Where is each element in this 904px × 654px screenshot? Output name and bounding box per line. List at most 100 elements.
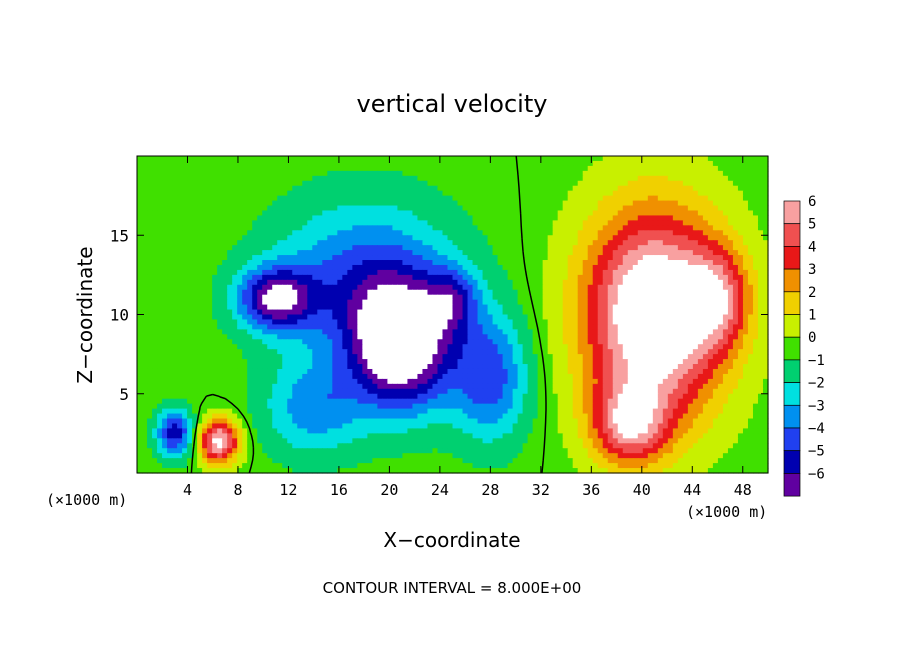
field-cell bbox=[577, 240, 584, 246]
field-cell bbox=[717, 309, 724, 316]
field-cell bbox=[502, 319, 509, 325]
field-cell bbox=[202, 289, 208, 296]
field-cell bbox=[252, 264, 258, 271]
field-cell bbox=[552, 284, 559, 291]
field-cell bbox=[697, 264, 704, 271]
field-cell bbox=[227, 339, 233, 345]
field-cell bbox=[702, 215, 709, 221]
field-cell bbox=[687, 269, 694, 276]
field-cell bbox=[672, 319, 679, 325]
field-cell bbox=[572, 339, 579, 345]
field-cell bbox=[142, 309, 148, 316]
field-cell bbox=[652, 329, 659, 335]
field-cell bbox=[622, 284, 629, 291]
field-cell bbox=[607, 339, 614, 345]
field-cell bbox=[457, 160, 464, 167]
field-cell bbox=[162, 324, 168, 330]
field-cell bbox=[267, 284, 273, 291]
field-cell bbox=[207, 220, 213, 226]
field-cell bbox=[457, 180, 464, 187]
field-cell bbox=[657, 210, 664, 217]
field-cell bbox=[162, 200, 168, 207]
field-cell bbox=[517, 235, 524, 241]
field-cell bbox=[397, 170, 404, 177]
field-cell bbox=[632, 264, 639, 271]
field-cell bbox=[152, 245, 158, 251]
plot-area bbox=[136, 155, 769, 474]
field-cell bbox=[182, 175, 188, 182]
field-cell bbox=[327, 255, 333, 261]
field-cell bbox=[267, 185, 273, 192]
field-cell bbox=[232, 200, 238, 207]
field-cell bbox=[312, 309, 318, 316]
field-cell bbox=[397, 299, 404, 306]
field-cell bbox=[512, 180, 519, 187]
field-cell bbox=[422, 200, 429, 207]
field-cell bbox=[237, 349, 243, 355]
field-cell bbox=[607, 269, 614, 276]
field-cell bbox=[752, 334, 759, 340]
field-cell bbox=[647, 334, 654, 340]
field-cell bbox=[497, 304, 504, 311]
field-cell bbox=[637, 294, 644, 301]
field-cell bbox=[667, 165, 674, 172]
field-cell bbox=[417, 245, 424, 251]
field-cell bbox=[337, 289, 343, 296]
field-cell bbox=[447, 210, 454, 217]
field-cell bbox=[252, 240, 258, 246]
field-cell bbox=[762, 225, 769, 231]
field-cell bbox=[147, 329, 153, 335]
field-cell bbox=[282, 180, 288, 187]
field-cell bbox=[707, 289, 714, 296]
field-cell bbox=[542, 255, 549, 261]
field-cell bbox=[522, 230, 529, 236]
field-cell bbox=[602, 200, 609, 207]
field-cell bbox=[602, 210, 609, 217]
field-cell bbox=[247, 160, 253, 167]
field-cell bbox=[567, 170, 574, 177]
field-cell bbox=[457, 289, 464, 296]
field-cell bbox=[302, 279, 308, 286]
field-cell bbox=[737, 339, 744, 345]
field-cell bbox=[707, 255, 714, 261]
field-cell bbox=[352, 304, 358, 311]
field-cell bbox=[737, 269, 744, 276]
field-cell bbox=[722, 175, 729, 182]
field-cell bbox=[567, 250, 574, 256]
field-cell bbox=[572, 279, 579, 286]
field-cell bbox=[332, 284, 338, 291]
field-cell bbox=[317, 255, 323, 261]
field-cell bbox=[722, 160, 729, 167]
field-cell bbox=[162, 294, 168, 301]
field-cell bbox=[502, 309, 509, 316]
field-cell bbox=[382, 210, 388, 217]
field-cell bbox=[257, 309, 263, 316]
field-cell bbox=[237, 170, 243, 177]
field-cell bbox=[347, 205, 353, 212]
field-cell bbox=[362, 294, 368, 301]
field-cell bbox=[717, 240, 724, 246]
field-cell bbox=[667, 309, 674, 316]
field-cell bbox=[147, 205, 153, 212]
field-cell bbox=[587, 269, 594, 276]
field-cell bbox=[602, 274, 609, 281]
field-cell bbox=[632, 235, 639, 241]
field-cell bbox=[302, 260, 308, 266]
field-cell bbox=[557, 245, 564, 251]
field-cell bbox=[162, 230, 168, 236]
field-cell bbox=[207, 294, 213, 301]
field-cell bbox=[457, 185, 464, 192]
field-cell bbox=[232, 264, 238, 271]
field-cell bbox=[607, 314, 614, 321]
field-cell bbox=[452, 185, 459, 192]
field-cell bbox=[727, 195, 734, 202]
field-cell bbox=[487, 200, 494, 207]
field-cell bbox=[737, 225, 744, 231]
field-cell bbox=[422, 250, 429, 256]
field-cell bbox=[242, 245, 248, 251]
field-cell bbox=[542, 220, 549, 226]
field-cell bbox=[212, 304, 218, 311]
field-cell bbox=[512, 274, 519, 281]
field-cell bbox=[512, 235, 519, 241]
field-cell bbox=[192, 215, 198, 221]
